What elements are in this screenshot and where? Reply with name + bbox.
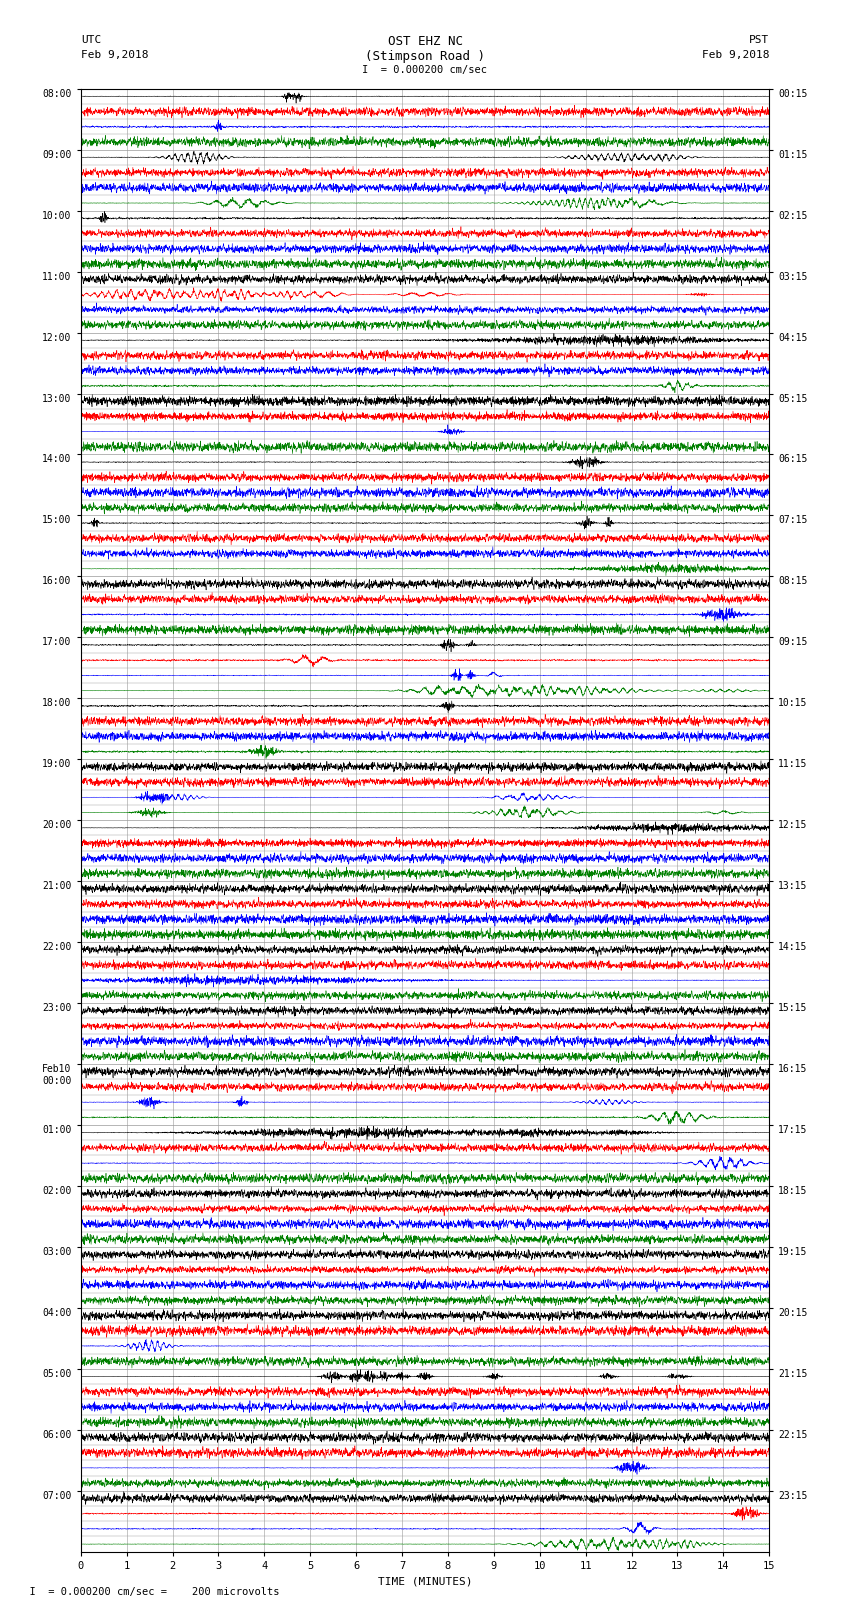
Text: PST: PST xyxy=(749,35,769,45)
Text: Feb 9,2018: Feb 9,2018 xyxy=(81,50,148,60)
Text: (Stimpson Road ): (Stimpson Road ) xyxy=(365,50,485,63)
X-axis label: TIME (MINUTES): TIME (MINUTES) xyxy=(377,1576,473,1586)
Text: I  = 0.000200 cm/sec: I = 0.000200 cm/sec xyxy=(362,65,488,74)
Text: I  = 0.000200 cm/sec =    200 microvolts: I = 0.000200 cm/sec = 200 microvolts xyxy=(17,1587,280,1597)
Text: OST EHZ NC: OST EHZ NC xyxy=(388,35,462,48)
Text: UTC: UTC xyxy=(81,35,101,45)
Text: Feb 9,2018: Feb 9,2018 xyxy=(702,50,769,60)
